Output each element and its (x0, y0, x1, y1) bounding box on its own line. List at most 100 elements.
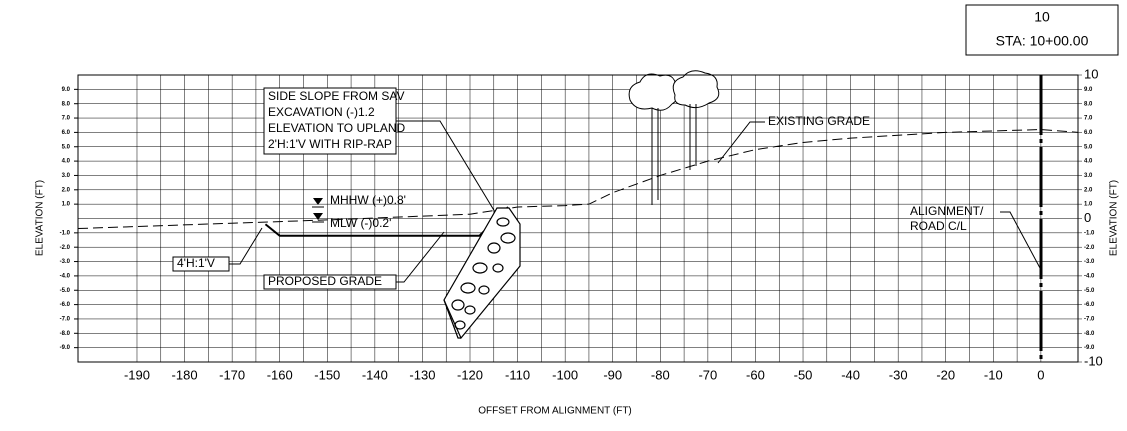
y2-tick-label: 5.0 (1084, 144, 1093, 150)
y-tick-label: 6.0 (62, 130, 71, 136)
y-tick-label: 3.0 (62, 173, 71, 179)
stone (472, 262, 488, 274)
stone (487, 242, 501, 254)
x-tick-label: -120 (457, 367, 483, 382)
x-tick-label: -180 (172, 367, 198, 382)
stone (496, 217, 510, 227)
y-tick-label: 1.0 (62, 202, 71, 208)
y2-tick-label: 7.0 (1084, 116, 1093, 122)
station-label: STA: 10+00.00 (996, 33, 1089, 49)
stone (460, 282, 476, 294)
y-tick-label: -8.0 (60, 331, 71, 337)
y2-tick-label: -7.0 (1084, 317, 1095, 323)
x-tick-label: -100 (552, 367, 578, 382)
x-tick-label: -170 (219, 367, 245, 382)
station-box (965, 4, 1119, 56)
y-tick-label: 8.0 (62, 101, 71, 107)
mhhw-label: MHHW (+)0.8' (330, 193, 406, 207)
y-tick-label: -7.0 (60, 317, 71, 323)
note-text: ELEVATION TO UPLAND (268, 121, 405, 135)
x-tick-label: -70 (698, 367, 717, 382)
note-box (263, 87, 397, 155)
y-tick-label: -4.0 (60, 273, 71, 279)
alignment-label: ALIGNMENT/ (910, 204, 984, 218)
rip-rap (443, 207, 521, 340)
y-tick-label: 2.0 (62, 187, 71, 193)
y2-tick-label: 1.0 (1084, 202, 1093, 208)
x-tick-label: -140 (362, 367, 388, 382)
y2-tick-label: -5.0 (1084, 288, 1095, 294)
y2-axis-label: ELEVATION (FT) (1109, 180, 1120, 256)
y2-tick-label: 3.0 (1084, 173, 1093, 179)
x-tick-label: -190 (124, 367, 150, 382)
y2-tick-label: -8.0 (1084, 331, 1095, 337)
stone (451, 299, 465, 311)
plot-frame (77, 74, 1079, 363)
y-axis-label: ELEVATION (FT) (35, 180, 46, 256)
stone (500, 232, 516, 244)
stone (492, 263, 504, 273)
y-tick-label: 5.0 (62, 144, 71, 150)
y2-tick-label: 10 (1084, 66, 1098, 81)
leader (396, 231, 445, 283)
y-tick-label: -6.0 (60, 302, 71, 308)
trees (628, 70, 720, 205)
stone (478, 285, 490, 295)
y-tick-label: -1.0 (60, 230, 71, 236)
y2-tick-label: 0 (1084, 210, 1091, 225)
y-tick-label: -2.0 (60, 245, 71, 251)
x-tick-label: -90 (603, 367, 622, 382)
x-tick-label: -160 (267, 367, 293, 382)
proposed-grade-label: PROPOSED GRADE (268, 274, 382, 288)
tree-crown (672, 70, 720, 109)
mhhw-symbol (313, 198, 323, 205)
x-tick-label: -20 (936, 367, 955, 382)
y2-tick-label: 4.0 (1084, 159, 1093, 165)
x-tick-label: -130 (409, 367, 435, 382)
y2-tick-label: -2.0 (1084, 245, 1095, 251)
y-tick-label: 7.0 (62, 116, 71, 122)
grade-line (77, 129, 1079, 230)
stone (454, 320, 466, 330)
y2-tick-label: -9.0 (1084, 345, 1095, 351)
x-tick-label: 0 (1037, 367, 1044, 382)
y-tick-label: 4.0 (62, 159, 71, 165)
note-text: SIDE SLOPE FROM SAV (268, 89, 404, 103)
y2-tick-label: 6.0 (1084, 130, 1093, 136)
y2-tick-label: 2.0 (1084, 187, 1093, 193)
stone (464, 305, 476, 315)
y-tick-label: 9.0 (62, 87, 71, 93)
leader (717, 121, 765, 164)
x-tick-label: -110 (505, 367, 530, 382)
y2-tick-label: -4.0 (1084, 273, 1095, 279)
y2-tick-label: 8.0 (1084, 101, 1093, 107)
mlw-symbol (313, 213, 323, 220)
x-tick-label: -80 (651, 367, 670, 382)
alignment-label: ROAD C/L (910, 219, 967, 233)
y2-tick-label: -3.0 (1084, 259, 1095, 265)
leader (1000, 211, 1041, 269)
mlw-label: MLW (-)0.2' (330, 216, 391, 230)
leader (396, 120, 496, 213)
note-text: EXCAVATION (-)1.2 (268, 105, 375, 119)
x-tick-label: -60 (746, 367, 765, 382)
y2-tick-label: -10 (1084, 353, 1103, 368)
note-text: 2'H:1'V WITH RIP-RAP (268, 137, 392, 151)
y2-tick-label: 9.0 (1084, 87, 1093, 93)
leader (229, 227, 263, 265)
rip-rap-toe (443, 299, 461, 339)
y-tick-label: -5.0 (60, 288, 71, 294)
x-tick-label: -40 (841, 367, 860, 382)
x-axis-label: OFFSET FROM ALIGNMENT (FT) (478, 406, 632, 417)
x-tick-label: -50 (794, 367, 813, 382)
existing-grade-label: EXISTING GRADE (768, 114, 870, 128)
x-tick-label: -30 (889, 367, 908, 382)
slope-label: 4'H:1'V (177, 256, 215, 270)
x-tick-label: -10 (984, 367, 1003, 382)
y-tick-label: -3.0 (60, 259, 71, 265)
y2-tick-label: -6.0 (1084, 302, 1095, 308)
y2-tick-label: -1.0 (1084, 230, 1095, 236)
station-number: 10 (1034, 9, 1050, 25)
